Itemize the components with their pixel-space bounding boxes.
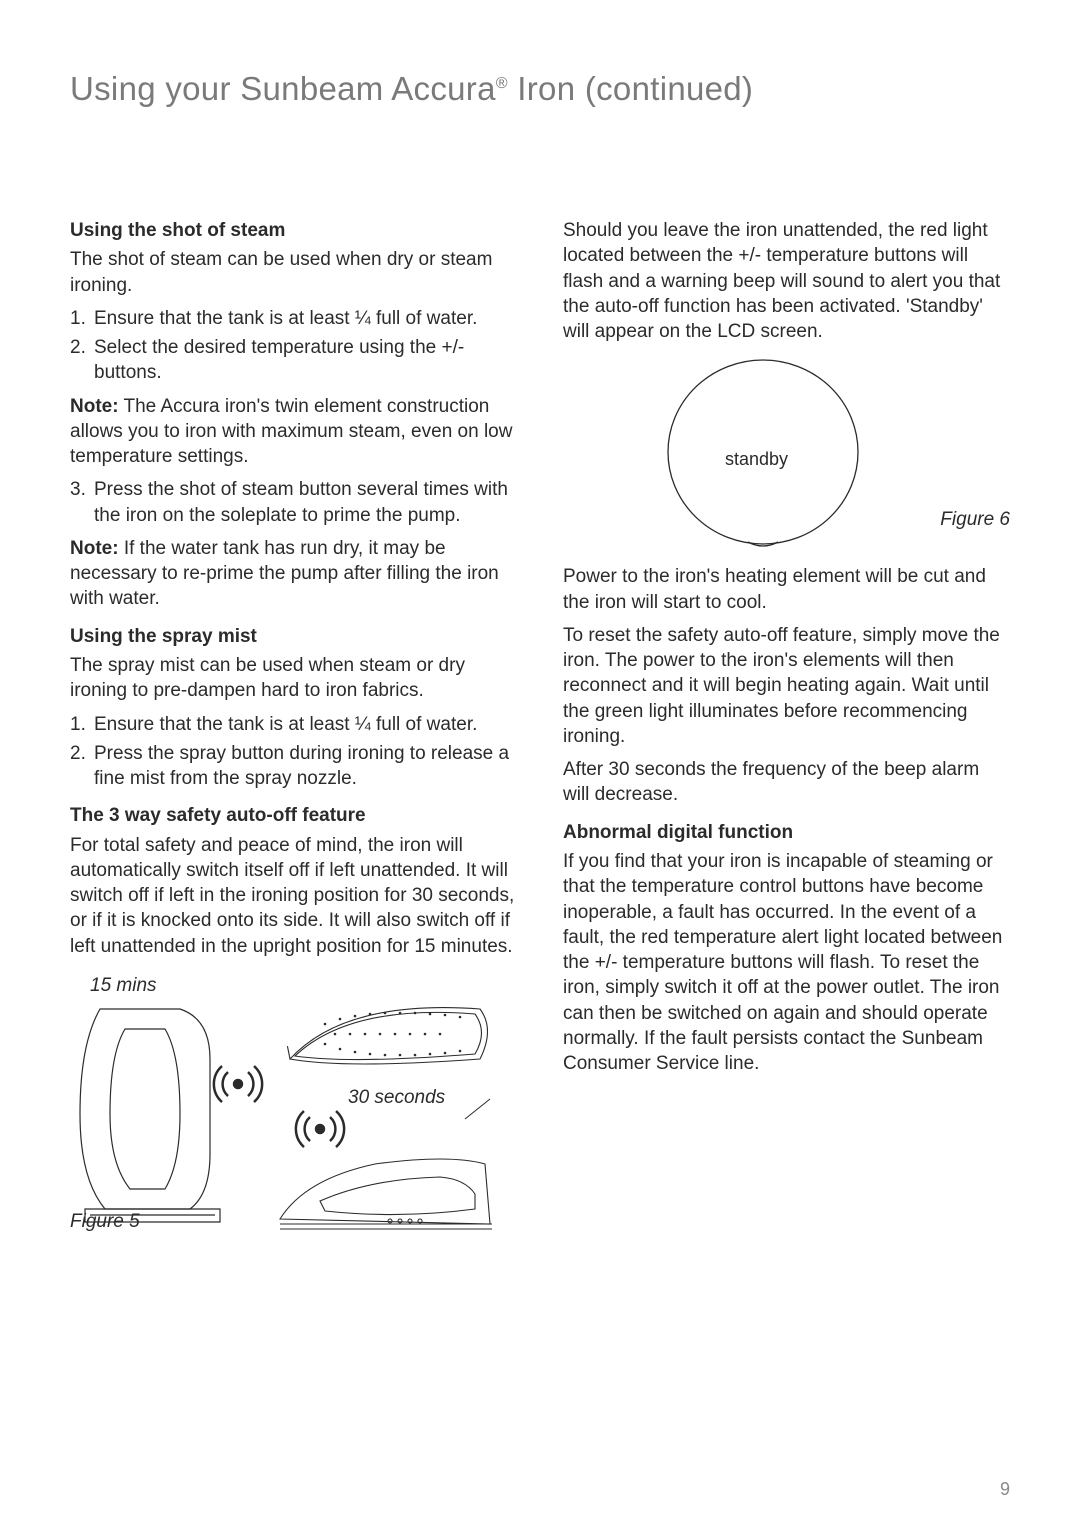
ordered-list: 3. Press the shot of steam button severa… xyxy=(70,477,517,528)
figure-5-label-15mins: 15 mins xyxy=(70,973,517,998)
list-number: 1. xyxy=(70,712,92,737)
figure-6-standby-text: standby xyxy=(725,448,788,472)
figure-5: 15 mins xyxy=(70,973,517,1234)
note-label: Note: xyxy=(70,538,119,559)
paragraph: After 30 seconds the frequency of the be… xyxy=(563,757,1010,808)
paragraph: The spray mist can be used when steam or… xyxy=(70,653,517,704)
list-text: Press the spray button during ironing to… xyxy=(92,741,517,792)
ordered-list: 1. Ensure that the tank is at least ¼ fu… xyxy=(70,712,517,792)
two-column-layout: Using the shot of steam The shot of stea… xyxy=(70,218,1010,1234)
list-number: 1. xyxy=(70,306,92,331)
heading-shot-of-steam: Using the shot of steam xyxy=(70,218,517,243)
figure-5-caption: Figure 5 xyxy=(70,1209,140,1234)
left-column: Using the shot of steam The shot of stea… xyxy=(70,218,517,1234)
note-text: The Accura iron's twin element construct… xyxy=(70,396,512,468)
heading-abnormal-digital: Abnormal digital function xyxy=(563,820,1010,845)
list-item: 1. Ensure that the tank is at least ¼ fu… xyxy=(70,306,517,331)
paragraph: For total safety and peace of mind, the … xyxy=(70,833,517,959)
list-text: Ensure that the tank is at least ¼ full … xyxy=(92,712,517,737)
list-text: Press the shot of steam button several t… xyxy=(92,477,517,528)
list-text: Select the desired temperature using the… xyxy=(92,335,517,386)
figure-5-illustration xyxy=(70,1004,500,1234)
list-item: 3. Press the shot of steam button severa… xyxy=(70,477,517,528)
figure-6-caption: Figure 6 xyxy=(940,507,1010,532)
list-item: 2. Press the spray button during ironing… xyxy=(70,741,517,792)
list-number: 3. xyxy=(70,477,92,528)
list-text: Ensure that the tank is at least ¼ full … xyxy=(92,306,517,331)
heading-spray-mist: Using the spray mist xyxy=(70,624,517,649)
page-number: 9 xyxy=(1000,1479,1010,1500)
paragraph: If you find that your iron is incapable … xyxy=(563,849,1010,1076)
note: Note: The Accura iron's twin element con… xyxy=(70,394,517,470)
figure-5-label-30seconds: 30 seconds xyxy=(348,1085,445,1110)
note-label: Note: xyxy=(70,396,119,417)
list-number: 2. xyxy=(70,741,92,792)
figure-6: standby Figure 6 xyxy=(563,352,1010,552)
paragraph: Should you leave the iron unattended, th… xyxy=(563,218,1010,344)
list-number: 2. xyxy=(70,335,92,386)
page-title: Using your Sunbeam Accura® Iron (continu… xyxy=(70,70,1010,108)
paragraph: To reset the safety auto-off feature, si… xyxy=(563,623,1010,749)
paragraph: The shot of steam can be used when dry o… xyxy=(70,247,517,298)
right-column: Should you leave the iron unattended, th… xyxy=(563,218,1010,1234)
ordered-list: 1. Ensure that the tank is at least ¼ fu… xyxy=(70,306,517,386)
note: Note: If the water tank has run dry, it … xyxy=(70,536,517,612)
title-reg: ® xyxy=(496,75,508,92)
note-text: If the water tank has run dry, it may be… xyxy=(70,538,499,610)
title-pre: Using your Sunbeam Accura xyxy=(70,70,496,107)
title-post: Iron (continued) xyxy=(508,70,753,107)
list-item: 1. Ensure that the tank is at least ¼ fu… xyxy=(70,712,517,737)
paragraph: Power to the iron's heating element will… xyxy=(563,564,1010,615)
heading-auto-off: The 3 way safety auto-off feature xyxy=(70,803,517,828)
list-item: 2. Select the desired temperature using … xyxy=(70,335,517,386)
